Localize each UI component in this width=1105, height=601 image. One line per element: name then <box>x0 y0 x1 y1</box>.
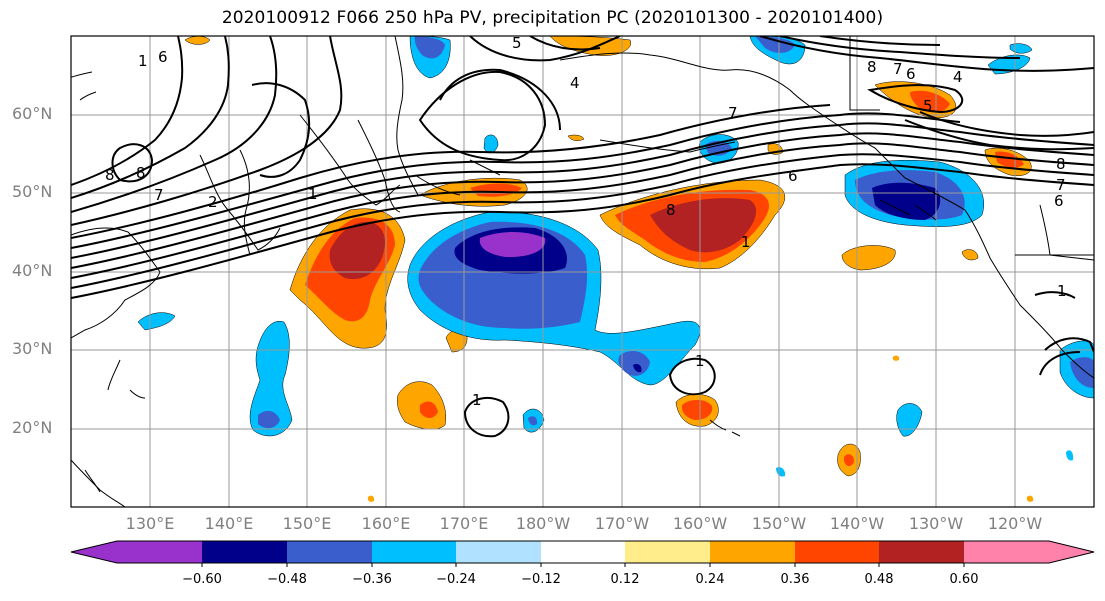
negative-anomaly-shading <box>137 36 1094 477</box>
lon-label-160e: 160°E <box>361 514 411 533</box>
map-frame <box>70 35 1095 508</box>
colorbar-bin-2 <box>287 541 372 563</box>
contour-label-8-a: 8 <box>105 166 115 184</box>
colorbar-bin-9 <box>879 541 964 563</box>
map-title: 2020100912 F066 250 hPa PV, precipitatio… <box>221 8 884 28</box>
contour-label-6-d: 6 <box>1054 192 1064 210</box>
lon-label-130w: 130°W <box>908 514 964 533</box>
colorbar-tick-label: 0.12 <box>610 572 640 587</box>
contour-label-1-e: 1 <box>695 352 705 370</box>
precipitation-shading <box>137 36 1094 502</box>
contour-label-8-d: 8 <box>867 58 877 76</box>
lat-label-60n: 60°N <box>12 104 53 123</box>
contour-label-7-b: 7 <box>728 104 738 122</box>
contour-label-4-b: 4 <box>953 68 963 86</box>
colorbar-tick-label: 0.48 <box>864 572 894 587</box>
pv-contours <box>71 36 1094 438</box>
lon-label-150e: 150°E <box>282 514 332 533</box>
contour-label-8-e: 8 <box>1056 155 1066 173</box>
lat-label-50n: 50°N <box>12 182 53 201</box>
contour-label-5-a: 5 <box>512 34 522 52</box>
colorbar-bin-4 <box>456 541 541 563</box>
lon-label-120w: 120°W <box>987 514 1043 533</box>
contour-label-1-b: 1 <box>308 185 318 203</box>
colorbar-bin-1 <box>202 541 287 563</box>
colorbar-tick-label: −0.48 <box>267 572 307 587</box>
contour-label-8-c: 8 <box>666 201 676 219</box>
contour-label-7-c: 7 <box>893 60 903 78</box>
colorbar-tick-label: 0.24 <box>695 572 725 587</box>
colorbar-bin-0 <box>117 541 202 563</box>
lon-label-140e: 140°E <box>204 514 254 533</box>
lat-label-30n: 30°N <box>12 339 53 358</box>
colorbar-tick-label: −0.36 <box>352 572 392 587</box>
contour-label-7-d: 7 <box>1056 176 1066 194</box>
colorbar-bin-7 <box>710 541 795 563</box>
colorbar-bin-6 <box>625 541 710 563</box>
contour-label-1-d: 1 <box>1057 282 1067 300</box>
graticule <box>71 36 1094 507</box>
positive-anomaly-shading <box>184 36 1034 502</box>
colorbar-tick-label: −0.24 <box>436 572 476 587</box>
lon-label-170e: 170°E <box>439 514 489 533</box>
contour-label-6-b: 6 <box>788 167 798 185</box>
colorbar-tick-label: −0.12 <box>521 572 561 587</box>
contour-labels: 1 6 8 8 7 2 1 5 4 8 1 6 7 8 7 6 4 5 8 7 … <box>105 34 1067 409</box>
lon-label-140w: 140°W <box>829 514 885 533</box>
colorbar <box>70 540 1095 567</box>
lon-label-170w: 170°W <box>594 514 650 533</box>
contour-label-1-a: 1 <box>138 52 148 70</box>
lat-label-40n: 40°N <box>12 261 53 280</box>
lat-label-20n: 20°N <box>12 418 53 437</box>
colorbar-bin-5 <box>541 541 625 563</box>
lon-label-160w: 160°W <box>672 514 728 533</box>
contour-label-6-c: 6 <box>906 65 916 83</box>
colorbar-extend-min <box>71 541 117 563</box>
colorbar-bin-3 <box>372 541 456 563</box>
contour-label-4-a: 4 <box>570 74 580 92</box>
contour-label-7-a: 7 <box>154 186 164 204</box>
contour-label-5-b: 5 <box>923 97 933 115</box>
colorbar-tick-label: 0.36 <box>780 572 810 587</box>
contour-label-6-a: 6 <box>158 48 168 66</box>
lon-label-150w: 150°W <box>751 514 807 533</box>
lon-label-130e: 130°E <box>125 514 175 533</box>
lon-label-180w: 180°W <box>515 514 571 533</box>
colorbar-tick-label: −0.60 <box>182 572 222 587</box>
contour-label-1-f: 1 <box>472 391 482 409</box>
colorbar-extend-max <box>1049 541 1094 563</box>
contour-label-8-b: 8 <box>136 164 146 182</box>
colorbar-bin-8 <box>795 541 879 563</box>
colorbar-bin-10 <box>964 541 1049 563</box>
colorbar-outline <box>70 540 1095 564</box>
contour-label-2-a: 2 <box>208 193 218 211</box>
colorbar-tick-label: 0.60 <box>949 572 979 587</box>
contour-label-1-c: 1 <box>741 233 751 251</box>
